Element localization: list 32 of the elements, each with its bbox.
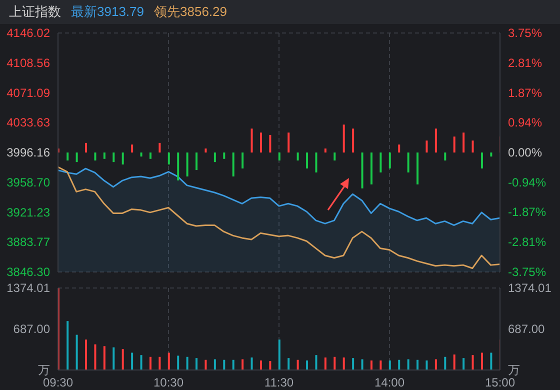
y2-tick-label: -3.75% [508,265,546,279]
y2-tick-label: 0.94% [508,116,542,130]
y-tick-label: 3921.23 [6,205,50,220]
y2-tick-label: 2.81% [508,56,542,70]
x-tick-label: 11:30 [264,376,294,390]
y2-tick-label: -2.81% [508,235,546,250]
y-tick-label: 4033.63 [6,116,50,130]
text: 领先3856.29 [154,3,227,21]
y-tick-label: 687.00 [13,322,50,336]
chart-title: 上证指数 [9,3,61,21]
y2-tick-label: 3.75% [508,26,542,40]
x-tick-label: 09:30 [42,376,74,390]
y2-tick-label: -1.87% [508,205,546,220]
y2-tick-label: 1.87% [508,86,542,100]
y2-tick-label: 万 [508,363,520,377]
y-tick-label: 3846.30 [6,265,50,279]
y2-tick-label: 687.00 [508,322,546,336]
x-tick-label: 14:00 [374,376,405,390]
y-tick-label: 4146.02 [6,26,50,40]
y2-tick-label: -0.94% [508,175,546,190]
y-tick-label: 万 [38,363,50,377]
y-tick-label: 3996.16 [6,146,50,160]
y-tick-label: 3883.77 [6,235,50,250]
y-tick-label: 1374.01 [6,281,50,295]
x-tick-label: 10:30 [153,376,184,390]
y-tick-label: 3958.70 [6,175,50,190]
y-tick-label: 4071.09 [6,86,50,100]
x-tick-label: 15:00 [484,376,516,390]
y2-tick-label: 0.00% [508,146,542,160]
y-tick-label: 4108.56 [6,56,50,70]
y2-tick-label: 1374.01 [508,281,552,295]
text: 最新3913.79 [71,3,144,21]
